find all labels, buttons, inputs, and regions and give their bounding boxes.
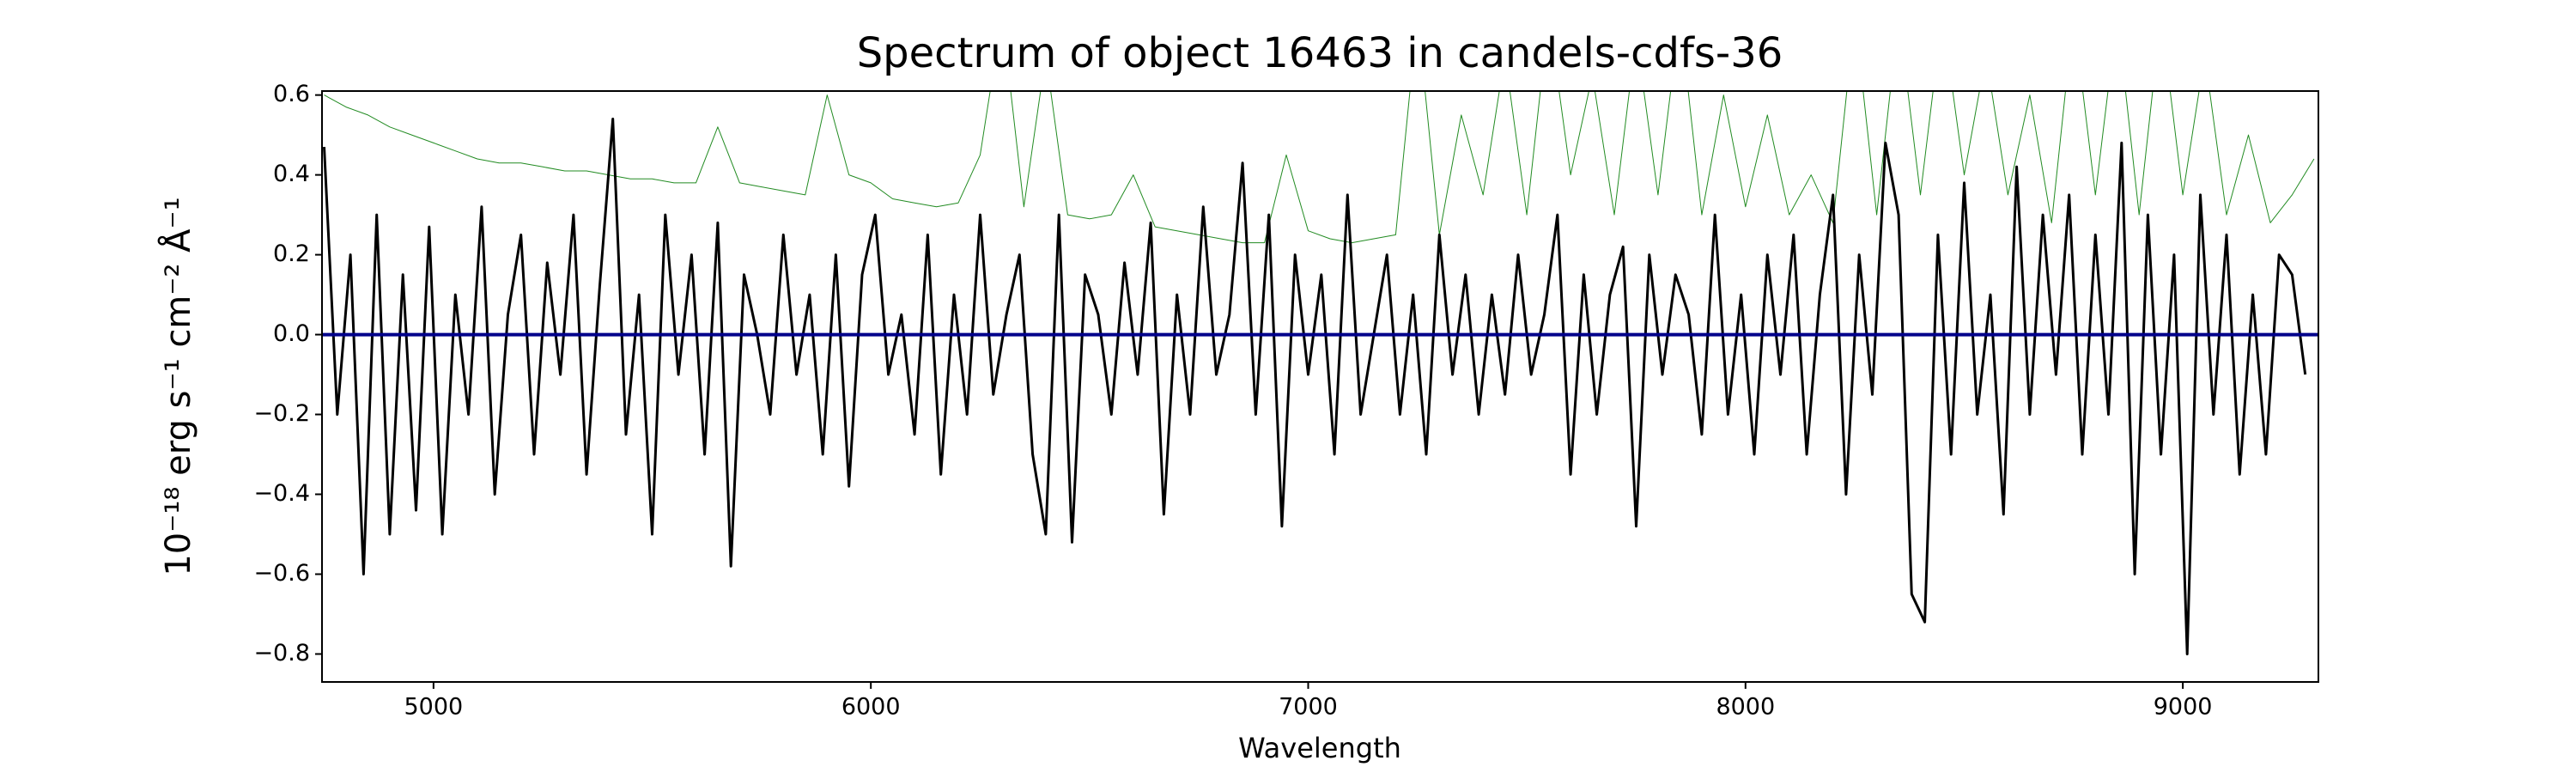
series-line [324, 91, 2315, 244]
chart-title: Spectrum of object 16463 in candels-cdfs… [857, 29, 1783, 77]
x-tick-label: 5000 [404, 694, 464, 721]
y-tick-label: 0.4 [273, 161, 310, 187]
series-line [323, 118, 2307, 655]
y-tick-label: 0.2 [273, 240, 310, 267]
y-tick-label: −0.2 [253, 400, 310, 427]
x-axis-label: Wavelength [1238, 732, 1401, 764]
y-tick-label: 0.0 [273, 320, 310, 347]
y-tick-label: −0.8 [253, 640, 310, 666]
plot-area [322, 91, 2318, 655]
x-tick-label: 7000 [1279, 694, 1338, 721]
plot-frame [321, 90, 2319, 683]
x-tick-label: 8000 [1716, 694, 1775, 721]
y-tick-label: 0.6 [273, 81, 310, 107]
x-tick-label: 9000 [2154, 694, 2213, 721]
y-axis-label: 10⁻¹⁸ erg s⁻¹ cm⁻² Å⁻¹ [157, 197, 198, 575]
y-tick-label: −0.4 [253, 480, 310, 507]
x-tick-label: 6000 [841, 694, 901, 721]
y-tick-label: −0.6 [253, 560, 310, 587]
